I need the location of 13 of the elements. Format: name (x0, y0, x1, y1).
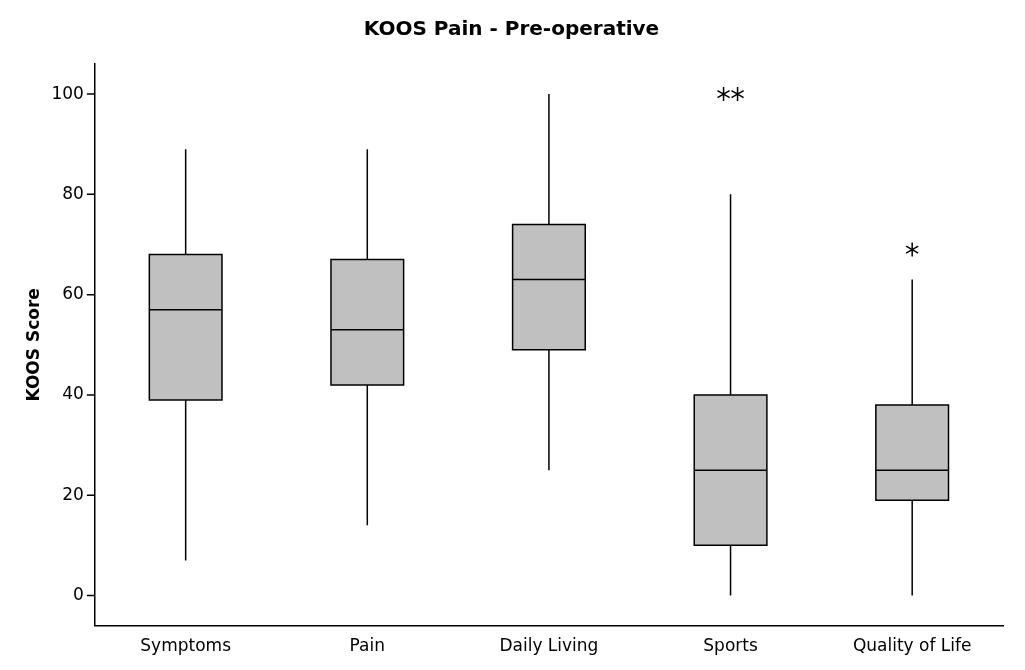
x-tick-label: Pain (349, 635, 385, 656)
x-tick-label: Sports (703, 635, 758, 656)
y-tick-label: 100 (51, 82, 84, 103)
x-tick-label: Daily Living (499, 635, 599, 656)
x-tick-label: Symptoms (140, 635, 232, 656)
y-tick-label: 0 (73, 583, 84, 604)
y-tick-label: 40 (62, 383, 84, 404)
y-axis-title: KOOS Score (22, 288, 43, 402)
x-tick-label: Quality of Life (852, 635, 972, 656)
y-tick-label: 60 (62, 283, 84, 304)
y-tick-label: 80 (62, 182, 84, 203)
y-tick-label: 20 (62, 483, 84, 504)
chart-title: KOOS Pain - Pre-operative (363, 16, 660, 41)
